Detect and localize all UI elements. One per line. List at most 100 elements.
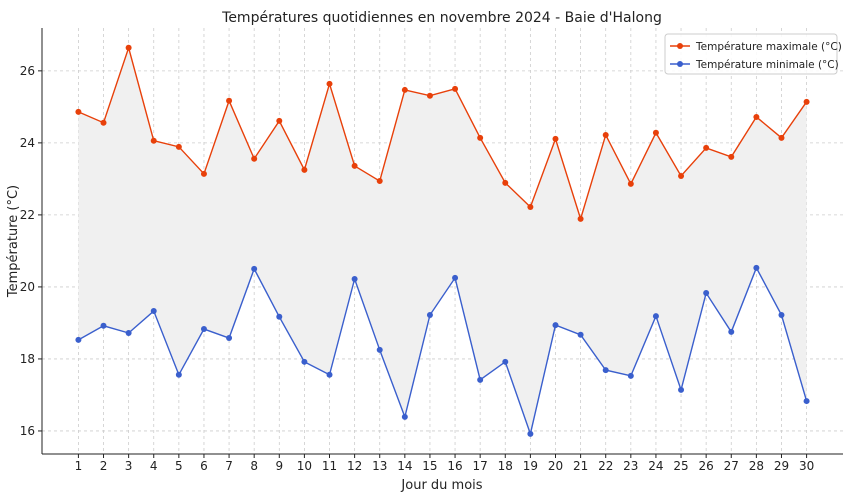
data-point	[778, 312, 785, 319]
x-tick-label: 6	[200, 459, 208, 473]
data-point	[778, 134, 785, 141]
x-tick-label: 29	[774, 459, 789, 473]
data-point	[652, 129, 659, 136]
x-tick-label: 23	[623, 459, 638, 473]
data-point	[326, 80, 333, 87]
x-tick-label: 12	[347, 459, 362, 473]
x-tick-label: 3	[125, 459, 133, 473]
data-point	[577, 215, 584, 222]
data-point	[226, 97, 233, 104]
data-point	[502, 358, 509, 365]
data-point	[401, 86, 408, 93]
data-point	[276, 117, 283, 124]
data-point	[652, 313, 659, 320]
x-tick-label: 8	[250, 459, 258, 473]
x-tick-label: 11	[322, 459, 337, 473]
data-point	[627, 372, 634, 379]
y-axis-label: Température (°C)	[6, 185, 21, 298]
data-point	[753, 264, 760, 271]
data-point	[251, 155, 258, 162]
data-point	[527, 203, 534, 210]
data-point	[452, 85, 459, 92]
data-point	[351, 162, 358, 169]
data-point	[75, 108, 82, 115]
x-tick-label: 7	[225, 459, 233, 473]
x-tick-label: 16	[447, 459, 462, 473]
legend-label: Température maximale (°C)	[695, 41, 842, 53]
data-point	[125, 330, 132, 337]
legend-label: Température minimale (°C)	[695, 59, 839, 71]
data-point	[326, 371, 333, 378]
x-tick-label: 2	[100, 459, 108, 473]
x-tick-label: 20	[548, 459, 563, 473]
data-point	[527, 430, 534, 437]
x-tick-label: 27	[724, 459, 739, 473]
data-point	[226, 335, 233, 342]
series-max	[75, 44, 810, 222]
data-point	[175, 143, 182, 150]
x-tick-label: 13	[372, 459, 387, 473]
legend: Température maximale (°C) Température min…	[664, 33, 842, 75]
x-tick-label: 19	[523, 459, 538, 473]
x-tick-label: 22	[598, 459, 613, 473]
data-point	[426, 92, 433, 99]
data-point	[552, 135, 559, 142]
y-tick-label: 26	[20, 64, 35, 78]
x-tick-label: 21	[573, 459, 588, 473]
data-point	[426, 312, 433, 319]
data-point	[577, 331, 584, 338]
chart-title: Températures quotidiennes en novembre 20…	[221, 10, 662, 26]
range-fill	[78, 47, 807, 434]
x-tick-label: 17	[473, 459, 488, 473]
x-tick-label: 26	[699, 459, 714, 473]
data-point	[75, 336, 82, 343]
data-point	[753, 113, 760, 120]
data-point	[602, 367, 609, 374]
data-point	[678, 173, 685, 180]
x-tick-label: 9	[275, 459, 283, 473]
data-point	[678, 386, 685, 393]
x-tick-label: 14	[397, 459, 412, 473]
data-point	[175, 371, 182, 378]
x-tick-label: 15	[422, 459, 437, 473]
x-tick-label: 30	[799, 459, 814, 473]
legend-box	[664, 33, 838, 75]
series-line	[78, 266, 808, 437]
series-min	[75, 264, 810, 437]
series-line	[78, 45, 808, 222]
x-axis-label: Jour du mois	[400, 478, 482, 493]
data-point	[251, 265, 258, 272]
data-point	[100, 119, 107, 126]
x-tick-label: 28	[749, 459, 764, 473]
data-point	[703, 144, 710, 151]
data-point	[477, 134, 484, 141]
data-point	[100, 322, 107, 329]
data-point	[627, 180, 634, 187]
data-point	[477, 376, 484, 383]
y-tick-label: 16	[20, 424, 35, 438]
data-point	[401, 413, 408, 420]
data-point	[200, 170, 207, 177]
data-point	[276, 313, 283, 320]
x-tick-label: 5	[175, 459, 183, 473]
data-point	[301, 166, 308, 173]
data-point	[502, 179, 509, 186]
x-tick-label: 18	[498, 459, 513, 473]
data-point	[376, 178, 383, 185]
data-point	[376, 346, 383, 353]
x-tick-label: 4	[150, 459, 158, 473]
data-point	[351, 275, 358, 282]
data-point	[552, 322, 559, 329]
data-point	[125, 44, 132, 51]
data-point	[602, 131, 609, 138]
data-point	[150, 308, 157, 315]
data-point	[452, 274, 459, 281]
x-tick-label: 10	[297, 459, 312, 473]
legend-marker	[677, 61, 683, 67]
data-point	[803, 398, 810, 405]
data-point	[728, 328, 735, 335]
y-tick-label: 24	[20, 136, 35, 150]
data-point	[703, 290, 710, 297]
x-tick-label: 1	[75, 459, 83, 473]
